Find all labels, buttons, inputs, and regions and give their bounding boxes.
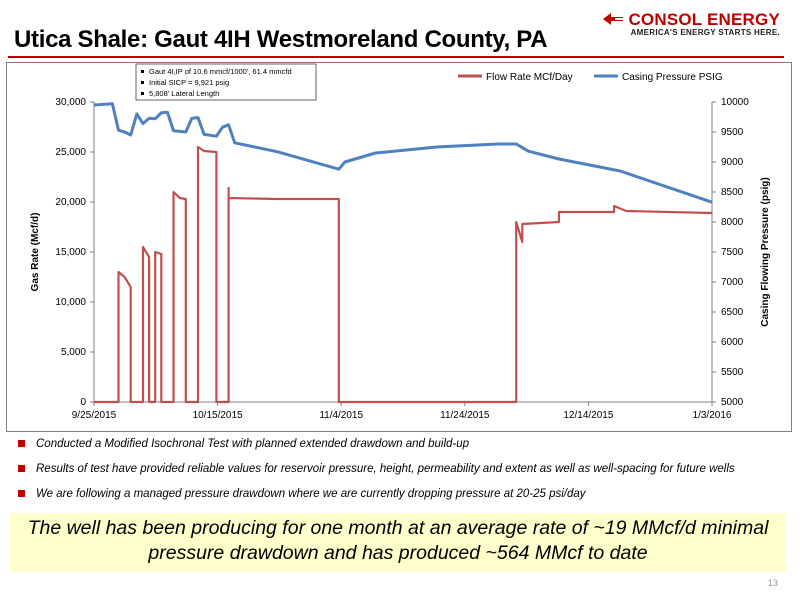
- title-underline: [8, 56, 784, 58]
- chart-frame: [6, 62, 792, 432]
- annotation-line-2: Initial SICP = 9,921 psig: [149, 78, 229, 87]
- right-y-tick-label: 8500: [721, 187, 744, 198]
- casing-pressure-line: [93, 102, 713, 204]
- left-y-axis-title: Gas Rate (Mcf/d): [30, 213, 41, 292]
- bullet-list: Conducted a Modified Isochronal Test wit…: [18, 437, 788, 512]
- bullet-square-icon: [18, 440, 25, 447]
- right-y-tick-label: 9000: [721, 157, 744, 168]
- right-y-tick-label: 8000: [721, 217, 744, 228]
- right-y-tick-label: 7500: [721, 247, 744, 258]
- right-y-tick-label: 5500: [721, 367, 744, 378]
- callout-line-1: The well has been producing for one mont…: [27, 517, 769, 539]
- x-tick-label: 1/3/2016: [693, 410, 732, 421]
- chart-series: [93, 102, 713, 404]
- left-y-tick-label: 15,000: [55, 247, 86, 258]
- annotation-line-3: 5,808' Lateral Length: [149, 89, 219, 98]
- callout-line-2: pressure drawdown and has produced ~564 …: [148, 542, 648, 564]
- annotation-box: Gaut 4I,IP of 10.6 mmcf/1000', 61.4 mmcf…: [135, 63, 317, 101]
- bullet-item: We are following a managed pressure draw…: [18, 487, 788, 501]
- chart-legend: Flow Rate MCf/Day Casing Pressure PSIG: [458, 72, 723, 83]
- x-tick-label: 10/15/2015: [193, 410, 243, 421]
- left-y-tick-label: 30,000: [55, 97, 86, 108]
- x-tick-label: 9/25/2015: [72, 410, 117, 421]
- slide-title: Utica Shale: Gaut 4IH Westmoreland Count…: [14, 26, 548, 53]
- x-tick-label: 12/14/2015: [563, 410, 613, 421]
- left-y-tick-label: 10,000: [55, 297, 86, 308]
- right-y-tick-label: 6000: [721, 337, 744, 348]
- left-y-tick-label: 0: [80, 397, 86, 408]
- logo-tagline: AMERICA'S ENERGY STARTS HERE.: [630, 28, 780, 37]
- legend-pressure-label: Casing Pressure PSIG: [622, 72, 723, 83]
- logo-name: CONSOL ENERGY: [628, 10, 780, 29]
- bullet-item: Conducted a Modified Isochronal Test wit…: [18, 437, 788, 451]
- right-y-tick-label: 9500: [721, 127, 744, 138]
- bullet-square-icon: [18, 465, 25, 472]
- summary-callout: The well has been producing for one mont…: [10, 513, 786, 572]
- right-y-tick-label: 5000: [721, 397, 744, 408]
- left-y-tick-label: 20,000: [55, 197, 86, 208]
- right-y-tick-label: 6500: [721, 307, 744, 318]
- page-number: 13: [767, 578, 778, 588]
- company-logo: CONSOL ENERGY AMERICA'S ENERGY STARTS HE…: [601, 10, 780, 37]
- left-y-tick-label: 25,000: [55, 147, 86, 158]
- bullet-square-icon: [18, 490, 25, 497]
- logo-flame-icon: [603, 13, 624, 25]
- right-y-tick-label: 7000: [721, 277, 744, 288]
- x-tick-label: 11/24/2015: [440, 410, 490, 421]
- flow-pressure-chart: 0 5,000 10,000 15,000 20,000 25,000 30,000 5000…: [6, 62, 792, 432]
- annotation-line-1: Gaut 4I,IP of 10.6 mmcf/1000', 61.4 mmcf…: [149, 67, 292, 76]
- left-y-tick-label: 5,000: [61, 347, 86, 358]
- right-y-tick-label: 10000: [721, 97, 749, 108]
- legend-flow-label: Flow Rate MCf/Day: [486, 72, 573, 83]
- flow-rate-line: [94, 145, 713, 404]
- right-y-axis-title: Casing Flowing Pressure (psig): [760, 177, 771, 326]
- chart-axes: 0 5,000 10,000 15,000 20,000 25,000 30,000 5000…: [30, 97, 771, 421]
- bullet-item: Results of test have provided reliable v…: [18, 462, 788, 476]
- x-tick-label: 11/4/2015: [319, 410, 363, 421]
